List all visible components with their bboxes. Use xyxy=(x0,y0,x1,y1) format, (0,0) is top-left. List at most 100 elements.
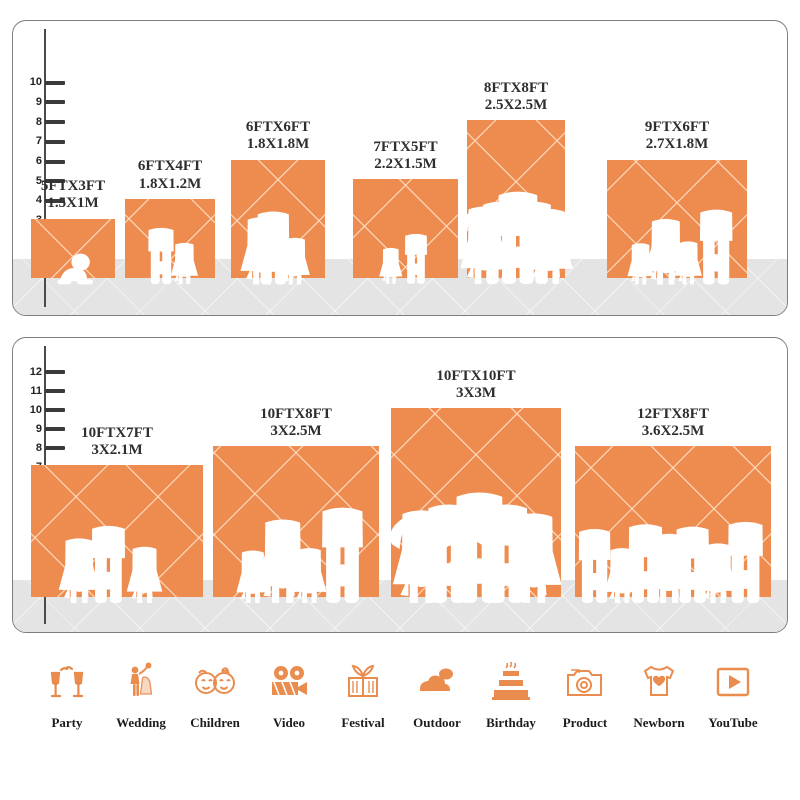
backdrop-bar-7ftx5ft[interactable]: 7FTX5FT 2.2X1.5M xyxy=(353,139,458,284)
ruler-tick-mark xyxy=(45,389,65,393)
size-label-feet: 6FTX6FT xyxy=(245,119,311,135)
ruler-tick-label: 8 xyxy=(35,441,42,454)
backdrop-bar-10ftx10ft[interactable]: 10FTX10FT 3X3M xyxy=(390,368,562,603)
movie-camera-icon xyxy=(267,655,311,709)
use-case-festival[interactable]: Festival xyxy=(326,655,400,731)
size-label-feet: 8FTX8FT xyxy=(483,79,549,96)
ruler-tick-mark xyxy=(45,179,65,184)
backdrop-bar-10ftx8ft[interactable]: 10FTX8FT 3X2.5M xyxy=(213,406,379,603)
ruler-tick-mark xyxy=(45,370,65,374)
ruler-tick-label: 10 xyxy=(29,403,42,416)
use-case-label: Festival xyxy=(341,715,385,730)
backdrop-swatch xyxy=(125,198,215,278)
camera-icon xyxy=(563,655,607,709)
size-label-meters: 3X2.1M xyxy=(91,441,143,458)
backdrop-size-label: 10FTX8FT 3X2.5M xyxy=(260,406,332,441)
backdrop-swatch xyxy=(467,120,565,278)
backdrop-size-label: 6FTX4FT 1.8X1.2M xyxy=(138,158,202,193)
ruler-tick-label: 5 xyxy=(35,174,42,187)
backdrop-swatch xyxy=(231,159,325,278)
use-case-party[interactable]: Party xyxy=(30,655,104,731)
backdrop-swatch xyxy=(31,465,203,597)
gift-box-icon xyxy=(342,655,384,709)
backdrop-swatch xyxy=(213,446,379,597)
backdrop-swatch xyxy=(353,179,458,278)
size-label-feet: 10FTX7FT xyxy=(81,424,153,441)
use-case-label: Newborn xyxy=(633,715,685,730)
use-case-label: YouTube xyxy=(708,715,758,730)
size-label-meters: 3X2.5M xyxy=(270,422,322,439)
size-label-meters: 2.5X2.5M xyxy=(484,96,548,113)
backdrop-swatch xyxy=(607,159,747,278)
ruler-tick-label: 8 xyxy=(35,115,42,128)
ruler-tick-mark xyxy=(45,159,65,164)
ruler-tick-label: 9 xyxy=(35,422,42,435)
backdrop-bar-8ftx8ft[interactable]: 8FTX8FT 2.5X2.5M xyxy=(458,80,573,284)
play-button-icon xyxy=(713,655,753,709)
size-label-feet: 7FTX5FT xyxy=(373,138,438,155)
size-label-meters: 1.5X1M xyxy=(47,195,99,212)
two-kids-faces-icon xyxy=(193,655,237,709)
use-case-icon-strip: Party Wedding Children xyxy=(12,655,788,755)
ruler-tick-mark xyxy=(45,120,65,125)
use-case-label: Children xyxy=(190,715,240,730)
ruler-tick-mark xyxy=(45,80,65,85)
size-label-meters: 1.8X1.2M xyxy=(138,175,202,192)
backdrop-bar-6ftx4ft[interactable]: 6FTX4FT 1.8X1.2M xyxy=(125,158,215,284)
ruler-tick-mark xyxy=(45,446,65,450)
ruler-tick-label: 7 xyxy=(35,135,42,148)
use-case-wedding[interactable]: Wedding xyxy=(104,655,178,731)
backdrop-bar-5ftx3ft[interactable]: 5FTX3FT 1.5X1M xyxy=(31,178,115,284)
size-label-feet: 5FTX3FT xyxy=(40,178,106,195)
size-label-feet: 10FTX8FT xyxy=(260,405,332,422)
ruler-tick-mark xyxy=(45,427,65,431)
use-case-label: Party xyxy=(51,715,83,730)
backdrop-swatch xyxy=(31,218,115,278)
size-label-feet: 6FTX4FT xyxy=(137,158,203,175)
use-case-label: Birthday xyxy=(486,715,536,730)
size-label-feet: 12FTX8FT xyxy=(637,405,709,422)
ruler-tick-label: 4 xyxy=(35,194,42,207)
backdrop-bar-10ftx7ft[interactable]: 10FTX7FT 3X2.1M xyxy=(31,425,203,603)
use-case-children[interactable]: Children xyxy=(178,655,252,731)
backdrop-swatch xyxy=(575,446,771,597)
cloud-icon xyxy=(415,655,459,709)
backdrop-bar-6ftx6ft[interactable]: 6FTX6FT 1.8X1.8M xyxy=(231,119,325,284)
ruler-tick-label: 11 xyxy=(30,384,42,397)
size-label-feet: 10FTX10FT xyxy=(436,367,516,384)
size-label-feet: 9FTX6FT xyxy=(644,119,710,135)
backdrop-size-label: 8FTX8FT 2.5X2.5M xyxy=(484,80,548,115)
birthday-cake-icon xyxy=(490,655,532,709)
size-label-meters: 3X3M xyxy=(455,384,496,401)
backdrop-swatch xyxy=(391,408,561,597)
baby-onesie-icon xyxy=(638,655,680,709)
ruler-tick-label: 9 xyxy=(35,95,42,108)
backdrop-bar-12ftx8ft[interactable]: 12FTX8FT 3.6X2.5M xyxy=(575,406,771,603)
size-label-meters: 1.8X1.8M xyxy=(246,136,310,153)
backdrop-size-label: 12FTX8FT 3.6X2.5M xyxy=(637,406,709,441)
backdrop-size-label: 9FTX6FT 2.7X1.8M xyxy=(645,119,709,154)
backdrop-bar-9ftx6ft[interactable]: 9FTX6FT 2.7X1.8M xyxy=(607,119,747,284)
use-case-label: Outdoor xyxy=(413,715,461,730)
use-case-outdoor[interactable]: Outdoor xyxy=(400,655,474,731)
size-label-meters: 2.7X1.8M xyxy=(645,136,709,153)
use-case-newborn[interactable]: Newborn xyxy=(622,655,696,731)
backdrop-size-label: 5FTX3FT 1.5X1M xyxy=(41,178,105,213)
size-label-meters: 3.6X2.5M xyxy=(641,422,705,439)
size-label-meters: 2.2X1.5M xyxy=(374,155,437,172)
use-case-video[interactable]: Video xyxy=(252,655,326,731)
champagne-glasses-icon xyxy=(46,655,88,709)
use-case-birthday[interactable]: Birthday xyxy=(474,655,548,731)
ruler-tick-mark xyxy=(45,198,65,203)
ruler-axis-line xyxy=(44,29,46,307)
ruler-tick-mark xyxy=(45,139,65,144)
backdrop-size-label: 7FTX5FT 2.2X1.5M xyxy=(373,139,437,174)
use-case-youtube[interactable]: YouTube xyxy=(696,655,770,731)
use-case-label: Video xyxy=(272,715,306,730)
backdrop-size-label: 10FTX10FT 3X3M xyxy=(436,368,515,403)
ruler-tick-mark xyxy=(45,100,65,105)
use-case-product[interactable]: Product xyxy=(548,655,622,731)
ruler-tick-label: 10 xyxy=(29,76,42,89)
